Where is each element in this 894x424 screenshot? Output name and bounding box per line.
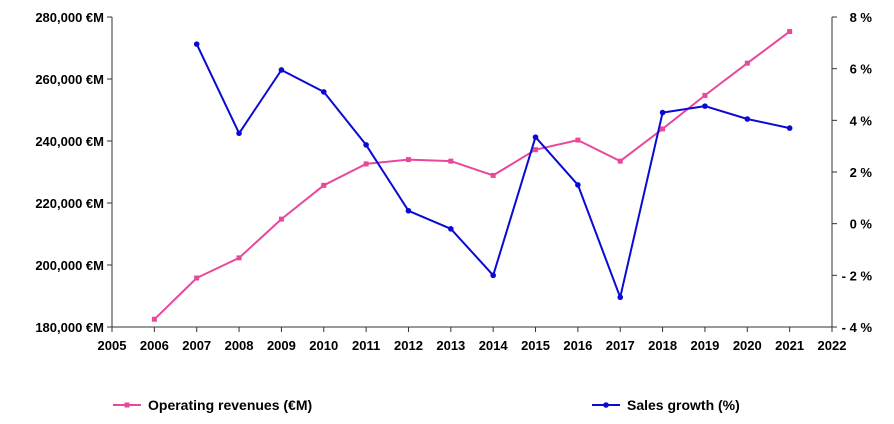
x-tick-label: 2006	[140, 338, 169, 353]
y-right-tick-label: 6 %	[850, 62, 873, 77]
data-point	[660, 126, 666, 132]
y-left-tick-label: 280,000 €M	[35, 10, 104, 25]
data-point	[151, 316, 157, 322]
y-right-tick-label: 4 %	[850, 113, 873, 128]
y-right-tick-label: 0 %	[850, 217, 873, 232]
x-tick-label: 2019	[690, 338, 719, 353]
legend: Operating revenues (€M) Sales growth (%)	[113, 397, 740, 413]
x-tick-label: 2010	[309, 338, 338, 353]
data-point	[532, 134, 539, 140]
data-point	[194, 275, 200, 281]
x-tick-label: 2020	[733, 338, 762, 353]
data-point	[321, 182, 327, 188]
data-point	[744, 60, 750, 66]
data-point	[363, 161, 369, 167]
x-tick-label: 2007	[182, 338, 211, 353]
data-point	[236, 130, 242, 137]
x-tick-label: 2022	[818, 338, 847, 353]
x-tick-label: 2018	[648, 338, 677, 353]
data-point	[236, 255, 242, 261]
x-tick-label: 2016	[563, 338, 592, 353]
series-layer	[151, 29, 793, 322]
data-point	[659, 109, 666, 116]
data-point	[702, 103, 708, 109]
data-point	[617, 294, 624, 301]
data-point	[490, 172, 496, 178]
x-tick-label: 2011	[352, 338, 380, 353]
data-point	[744, 116, 751, 122]
y-right-tick-label: - 4 %	[842, 320, 873, 335]
data-point	[533, 147, 539, 153]
y-left-tick-label: 220,000 €M	[35, 196, 104, 211]
y-left-tick-label: 240,000 €M	[35, 134, 104, 149]
data-point	[575, 137, 581, 143]
y-left-tick-label: 200,000 €M	[35, 258, 104, 273]
data-point	[405, 207, 412, 214]
data-point	[575, 182, 581, 188]
x-tick-label: 2012	[394, 338, 423, 353]
series-line-1	[195, 43, 790, 299]
legend-label: Sales growth (%)	[627, 397, 740, 413]
y-left-tick-label: 180,000 €M	[35, 320, 104, 335]
legend-item-0: Operating revenues (€M)	[113, 397, 312, 413]
legend-item-1: Sales growth (%)	[592, 397, 740, 413]
data-point	[702, 92, 708, 98]
data-point	[490, 272, 496, 279]
x-tick-label: 2005	[98, 338, 127, 353]
x-tick-label: 2009	[267, 338, 296, 353]
data-point	[320, 89, 327, 95]
y-right-tick-label: 2 %	[850, 165, 873, 180]
data-point	[193, 41, 200, 47]
x-tick-label: 2008	[225, 338, 254, 353]
x-tick-label: 2013	[436, 338, 465, 353]
x-tick-label: 2017	[606, 338, 635, 353]
x-tick-label: 2021	[775, 338, 804, 353]
data-point	[786, 125, 793, 131]
x-tick-label: 2015	[521, 338, 550, 353]
data-point	[448, 158, 454, 164]
y-right-tick-label: - 2 %	[842, 268, 873, 283]
data-point	[448, 226, 454, 232]
y-left-tick-label: 260,000 €M	[35, 72, 104, 87]
axes: 180,000 €M 200,000 €M 220,000 €M 240,000 €M…	[35, 10, 872, 353]
data-point	[405, 157, 411, 163]
data-point	[278, 67, 285, 73]
data-point	[363, 142, 369, 148]
series-line-0	[153, 30, 791, 321]
legend-label: Operating revenues (€M)	[148, 397, 312, 413]
legend-swatch-marker	[603, 402, 609, 408]
x-tick-label: 2014	[479, 338, 509, 353]
data-point	[617, 158, 623, 164]
legend-swatch-marker	[124, 402, 130, 408]
y-right-tick-label: 8 %	[850, 10, 873, 25]
data-point	[787, 29, 793, 35]
data-point	[278, 216, 284, 222]
